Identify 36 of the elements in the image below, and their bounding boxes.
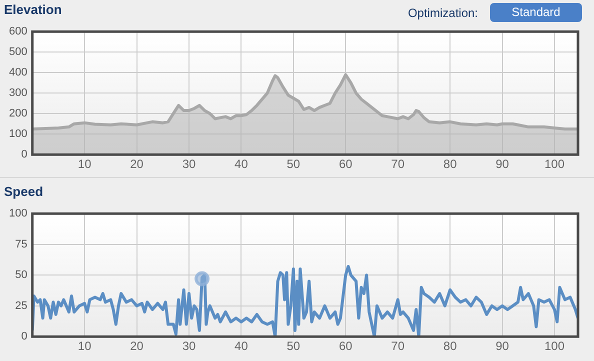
y-tick-label: 0 [21,148,28,161]
x-tick-label: 70 [391,157,405,172]
x-tick-label: 30 [182,339,196,354]
x-tick-label: 10 [78,157,92,172]
x-tick-label: 90 [496,157,510,172]
x-tick-label: 10 [78,339,92,354]
y-tick-label: 600 [8,26,28,38]
y-tick-label: 50 [15,269,28,282]
chart-title: Elevation [4,2,62,17]
x-tick-label: 40 [234,157,248,172]
x-tick-label: 100 [544,339,565,354]
x-tick-label: 20 [130,339,144,354]
x-tick-label: 60 [338,157,353,172]
x-tick-label: 50 [286,339,300,354]
x-tick-label: 60 [338,339,353,354]
x-tick-label: 80 [443,157,458,172]
text: Optimization: [408,6,478,20]
chart-title: Speed [4,184,44,199]
x-tick-label: 90 [496,339,510,354]
y-tick-label: 200 [8,108,28,120]
x-tick-label: 50 [286,157,300,172]
y-tick-label: 0 [21,330,28,343]
y-tick-label: 25 [15,300,28,312]
y-tick-label: 400 [8,66,28,79]
y-tick-label: 75 [15,238,28,250]
x-tick-label: 70 [391,339,405,354]
x-tick-label: 20 [130,157,144,172]
optimization-button: Standard [490,3,582,22]
y-tick-label: 100 [8,128,28,140]
y-tick-label: 500 [8,46,28,58]
y-tick-label: 100 [8,208,28,220]
x-tick-label: 80 [443,339,458,354]
y-tick-label: 300 [8,87,28,100]
x-tick-label: 100 [544,157,565,172]
x-tick-label: 30 [182,157,196,172]
x-tick-label: 40 [234,339,248,354]
